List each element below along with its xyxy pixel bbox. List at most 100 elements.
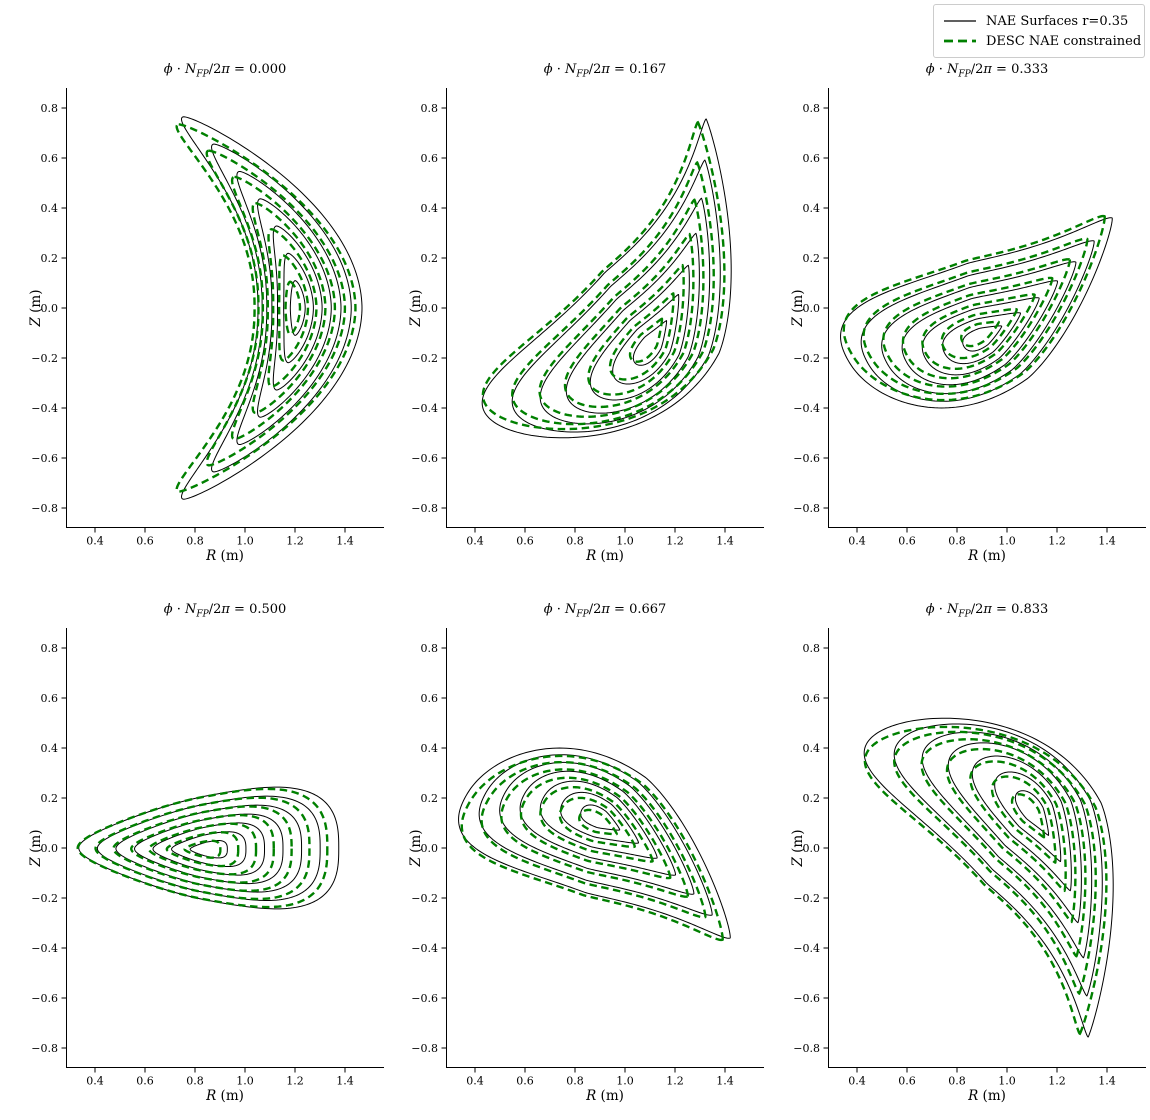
y-axis-label: Z (m) [408,829,424,867]
desc-surface [205,149,347,467]
nae-surface [560,791,639,844]
x-tick-label: 0.6 [898,1075,916,1088]
desc-surface [183,839,222,859]
y-tick-label: −0.2 [411,892,438,905]
y-tick-label: −0.2 [31,352,58,365]
legend-label: NAE Surfaces r=0.35 [986,13,1129,29]
desc-surface [76,787,329,909]
x-tick-label: 1.4 [1098,1075,1116,1088]
x-tick-label: 0.8 [186,1075,204,1088]
y-tick-label: −0.2 [793,352,820,365]
nae-surface [994,771,1062,863]
y-tick-label: 0.0 [803,302,821,315]
x-tick-label: 0.4 [848,535,866,548]
nae-surface [921,297,1040,376]
desc-surface [130,813,275,884]
nae-surface [947,742,1082,924]
y-tick-label: 0.8 [803,102,821,115]
y-tick-label: 0.0 [41,842,59,855]
nae-surface [257,198,332,418]
nae-surface [171,831,247,868]
y-axis-label: Z (m) [408,289,424,327]
subplot-phi-0.500: ϕ · NFP/2π = 0.500 0.4 0.6 0.8 1.0 1.2 1.4 0.8… [28,602,384,1104]
x-tick-label: 1.4 [716,535,734,548]
nae-surface [134,813,284,885]
nae-surface [289,280,306,336]
title-phi-value: 0.667 [629,602,667,617]
nae-surface [860,240,1095,402]
y-tick-label: 0.6 [421,152,439,165]
nae-surface [499,761,695,895]
y-tick-label: −0.8 [793,1042,820,1055]
nae-surface [478,754,713,916]
y-tick-label: −0.6 [411,452,438,465]
flux-surface-plot: 0.4 0.6 0.8 1.0 1.2 1.4 0.8 0.6 0.4 0.2 0.0 −0.2 −0.… [31,88,384,548]
y-tick-label: −0.4 [31,942,58,955]
desc-surface [284,280,302,336]
nae-surface [840,217,1113,409]
y-tick-label: 0.8 [421,102,439,115]
x-tick-label: 1.0 [236,1075,254,1088]
y-tick-label: 0.4 [41,742,59,755]
x-tick-label: 1.0 [616,1075,634,1088]
legend-label: DESC NAE constrained [986,33,1142,49]
desc-surface [608,292,675,381]
y-tick-label: 0.6 [803,152,821,165]
nae-surface [589,264,690,401]
desc-surface [519,776,672,880]
y-tick-label: 0.6 [421,692,439,705]
x-tick-label: 0.4 [466,1075,484,1088]
y-tick-label: −0.2 [793,892,820,905]
nae-surface [632,320,668,366]
nae-surface [971,755,1072,892]
desc-surface [578,808,618,836]
nae-surface [565,232,700,414]
y-tick-label: −0.6 [31,452,58,465]
desc-surface [628,317,664,363]
nae-surface [211,143,352,473]
desc-surface [945,747,1077,924]
desc-surface [863,725,1108,1036]
subplot-phi-0.333: ϕ · NFP/2π = 0.333 0.4 0.6 0.8 1.0 1.2 1.4 0.8… [790,62,1146,564]
y-tick-label: −0.4 [31,402,58,415]
desc-surface [893,730,1097,995]
x-axis-label: R (m) [206,548,244,564]
dashed-line-swatch-icon [944,39,976,43]
subplot-phi-0.667: ϕ · NFP/2π = 0.667 0.4 0.6 0.8 1.0 1.2 1.4 0.8… [408,602,764,1104]
y-tick-label: 0.8 [41,102,59,115]
title-phi-value: 0.333 [1011,62,1049,77]
y-tick-label: −0.8 [31,1042,58,1055]
subplot-title: ϕ · NFP/2π = 0.333 [925,62,1049,80]
subplot-phi-0.167: ϕ · NFP/2π = 0.167 0.4 0.6 0.8 1.0 1.2 1.4 0.8… [408,62,764,564]
desc-surface [94,796,311,901]
x-tick-label: 0.8 [948,535,966,548]
flux-surface-plot: 0.4 0.6 0.8 1.0 1.2 1.4 0.8 0.6 0.4 0.2 0.0 −0.2 −0.… [31,628,384,1088]
y-tick-label: 0.2 [803,792,821,805]
flux-surface-plot: 0.4 0.6 0.8 1.0 1.2 1.4 0.8 0.6 0.4 0.2 0.0 −0.2 −0.… [411,88,764,548]
y-tick-label: −0.6 [793,452,820,465]
nae-surface [580,804,621,831]
nae-surface [921,731,1093,959]
x-tick-label: 1.0 [998,535,1016,548]
x-tick-label: 1.2 [1048,1075,1066,1088]
nae-surface [283,252,314,364]
x-tick-label: 1.2 [286,535,304,548]
y-axis-label: Z (m) [790,829,806,867]
nae-surface [942,312,1021,365]
y-tick-label: −0.2 [31,892,58,905]
y-tick-label: 0.6 [41,692,59,705]
subplot-phi-0.000: ϕ · NFP/2π = 0.000 0.4 0.6 0.8 1.0 1.2 1.4 0.8… [28,62,384,564]
nae-surface [458,747,731,939]
y-tick-label: −0.4 [411,942,438,955]
x-axis-label: R (m) [206,1088,244,1104]
nae-surface [881,261,1077,395]
x-tick-label: 1.4 [336,535,354,548]
desc-surface [587,263,685,396]
y-tick-label: 0.4 [803,202,821,215]
desc-surface [920,738,1087,958]
y-tick-label: −0.4 [793,402,820,415]
x-tick-label: 1.0 [616,535,634,548]
title-phi-value: 0.000 [249,62,287,77]
x-tick-label: 0.4 [86,1075,104,1088]
